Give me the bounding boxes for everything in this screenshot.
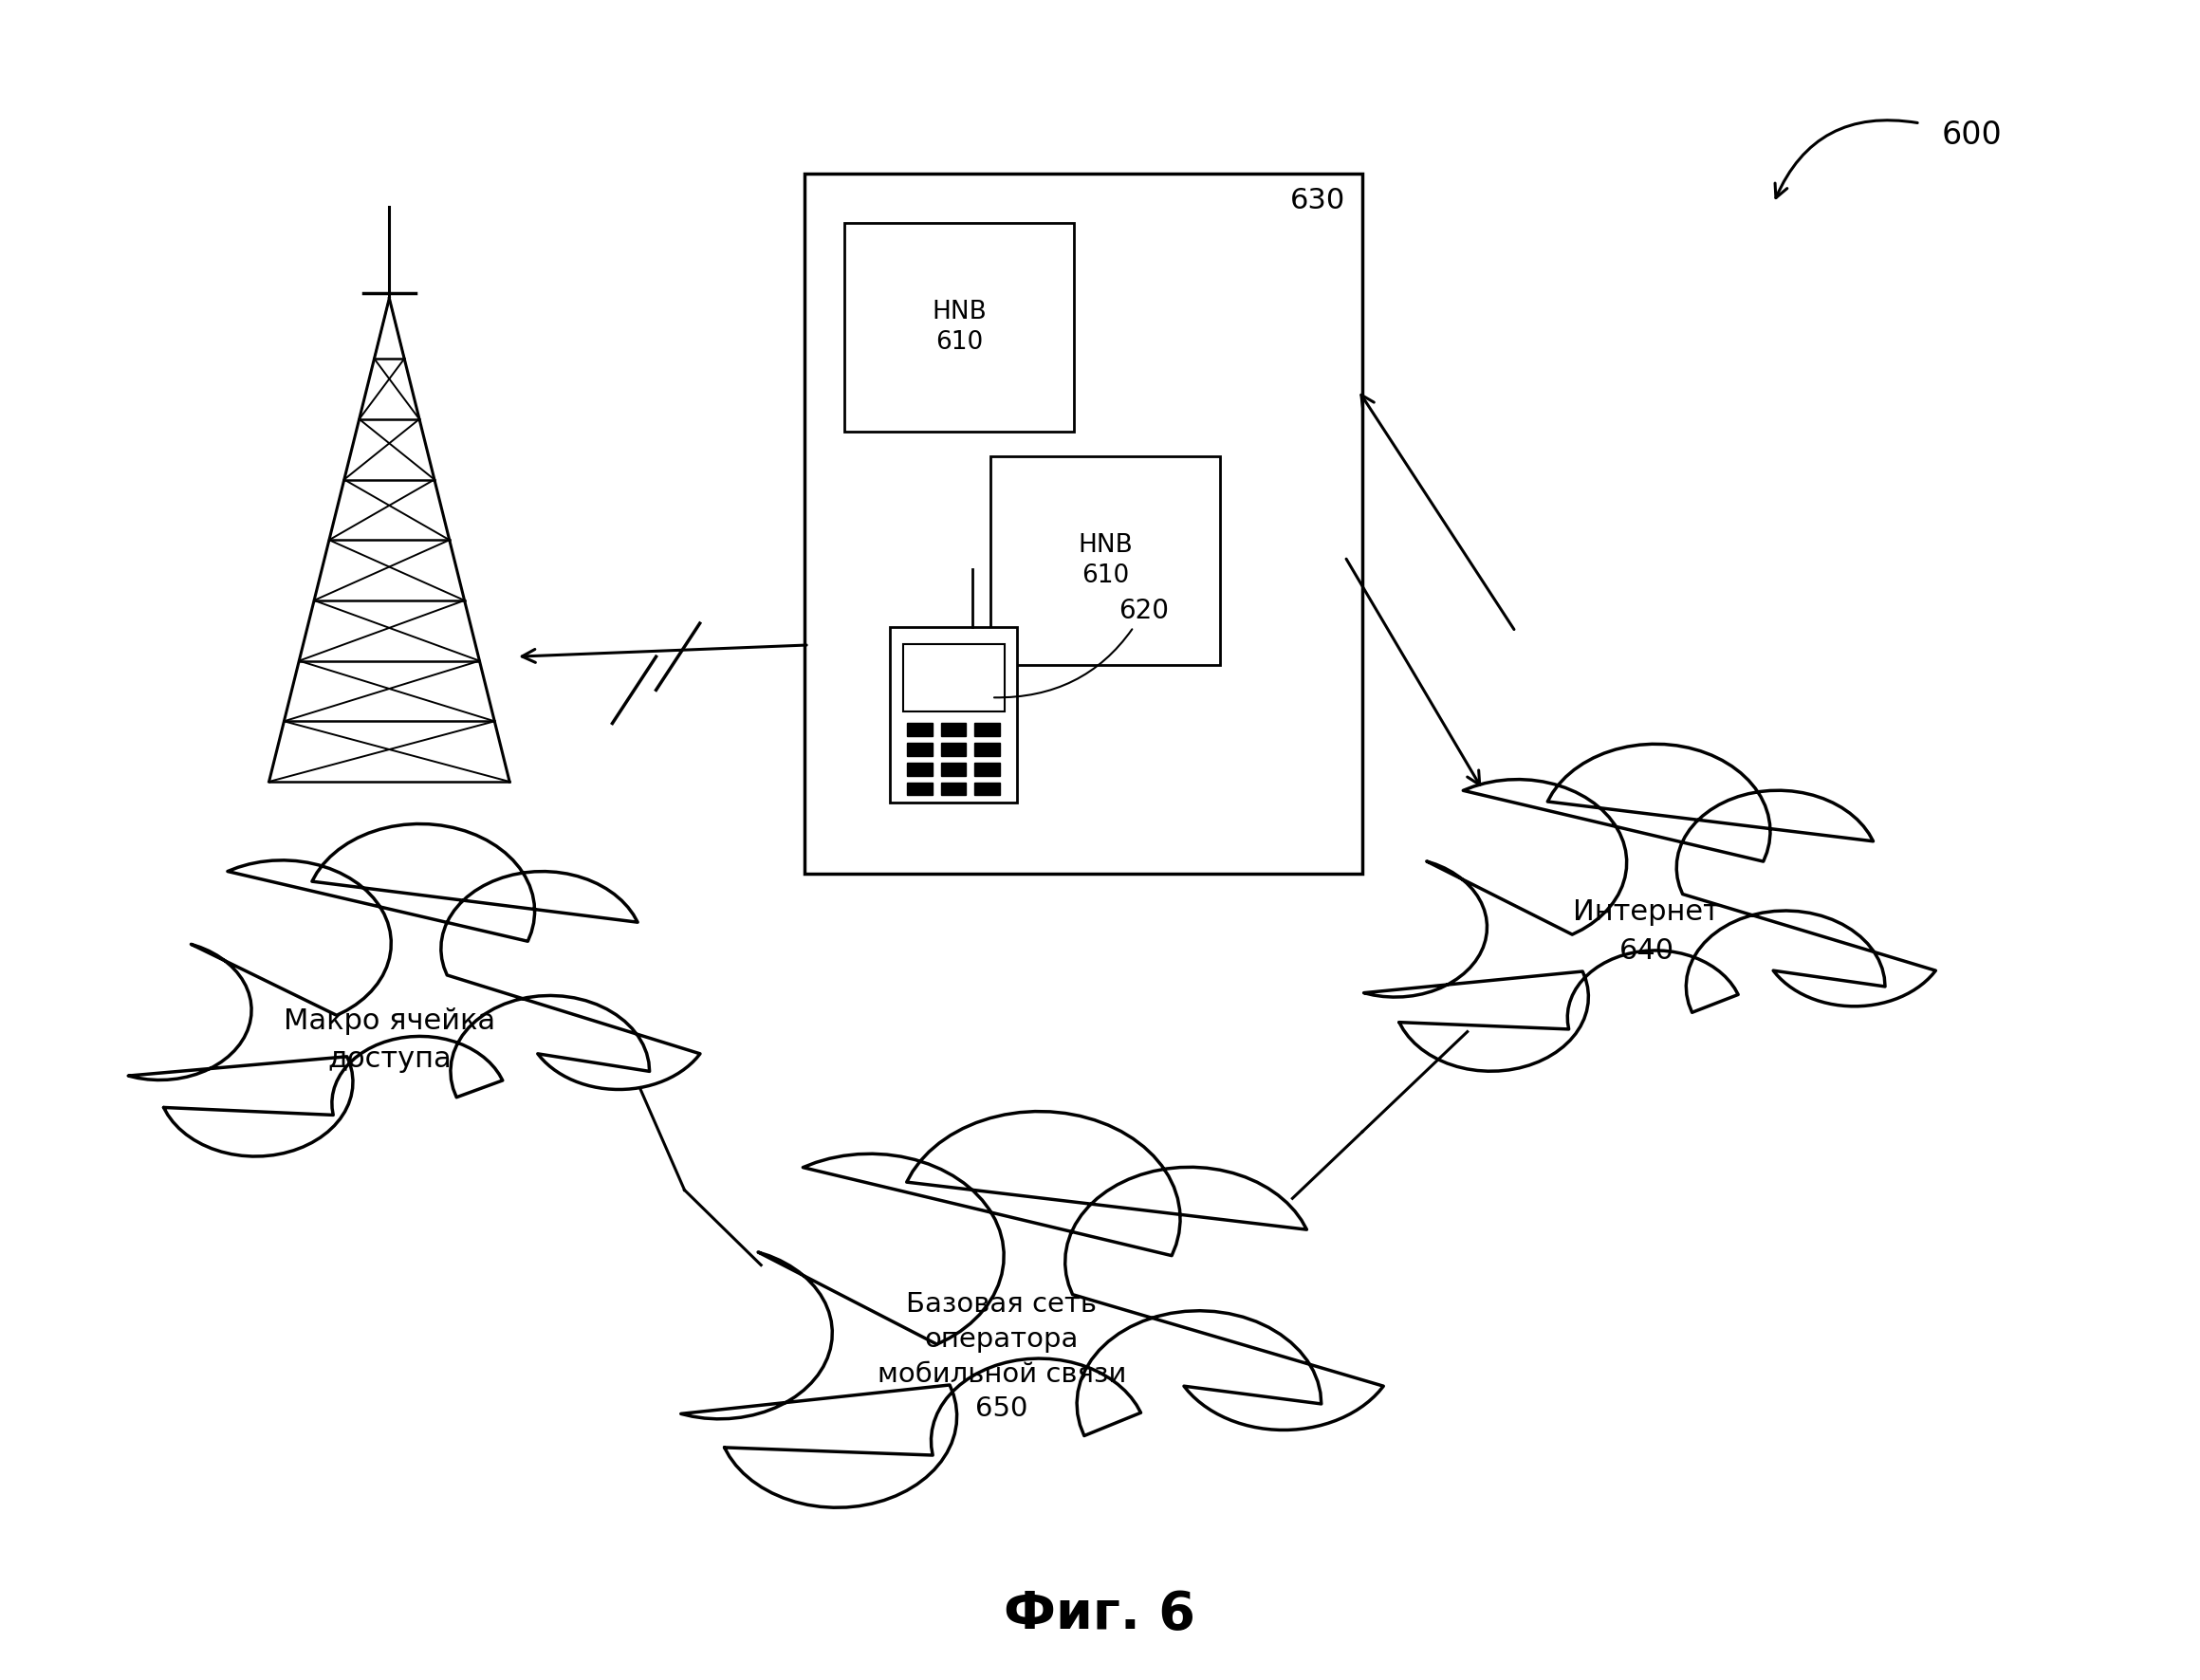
FancyBboxPatch shape	[990, 457, 1221, 665]
FancyBboxPatch shape	[805, 173, 1362, 874]
Bar	[942, 783, 966, 795]
Bar	[975, 783, 999, 795]
Text: Базовая сеть
оператора
мобильной связи
650: Базовая сеть оператора мобильной связи 6…	[878, 1290, 1126, 1423]
Text: 620: 620	[994, 598, 1168, 697]
Bar	[975, 743, 999, 756]
Bar	[975, 722, 999, 736]
Text: Макро ячейка
доступа: Макро ячейка доступа	[284, 1006, 495, 1074]
Bar	[942, 743, 966, 756]
Bar	[942, 763, 966, 776]
Bar	[906, 722, 933, 736]
Text: Интернет
640: Интернет 640	[1573, 899, 1720, 964]
Text: Фиг. 6: Фиг. 6	[1003, 1589, 1197, 1640]
Polygon shape	[680, 1112, 1384, 1507]
Bar	[906, 783, 933, 795]
Text: HNB
610: HNB 610	[1078, 533, 1133, 588]
Polygon shape	[1364, 744, 1936, 1072]
Bar	[902, 643, 1003, 712]
Text: 600: 600	[1943, 119, 2002, 151]
Bar	[975, 763, 999, 776]
Text: HNB
610: HNB 610	[931, 301, 986, 354]
FancyBboxPatch shape	[845, 223, 1074, 432]
Bar	[942, 722, 966, 736]
Polygon shape	[128, 823, 700, 1156]
Bar	[906, 743, 933, 756]
Text: 630: 630	[1289, 186, 1344, 213]
Bar	[906, 763, 933, 776]
FancyBboxPatch shape	[891, 627, 1016, 803]
